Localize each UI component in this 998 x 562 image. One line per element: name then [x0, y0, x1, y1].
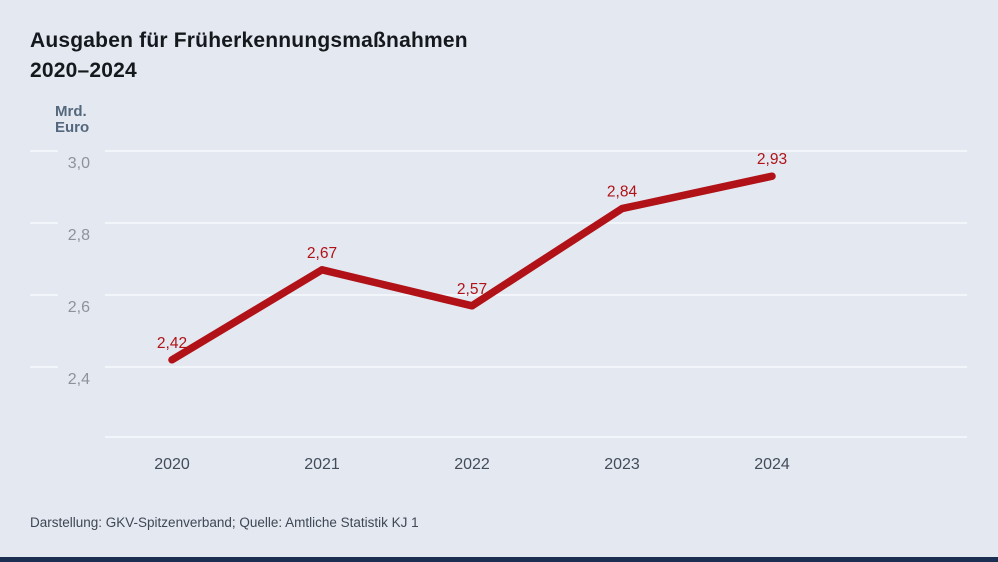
y-axis-tick-label: 2,8	[68, 227, 90, 244]
y-axis-unit-line1: Mrd.	[55, 103, 87, 120]
data-series-line	[168, 172, 776, 364]
source-attribution: Darstellung: GKV-Spitzenverband; Quelle:…	[30, 515, 419, 530]
data-point-label: 2,93	[757, 151, 787, 168]
data-point-label: 2,42	[157, 335, 187, 352]
chart-title-line2: 2020–2024	[30, 59, 137, 82]
data-point-label: 2,57	[457, 281, 487, 298]
y-axis-unit-line2: Euro	[55, 119, 90, 136]
data-point-label: 2,67	[307, 245, 337, 262]
data-point-label: 2,84	[607, 184, 638, 201]
x-axis-year-label: 2024	[754, 456, 790, 473]
y-axis-unit-label: Mrd. Euro	[55, 104, 89, 136]
y-axis-tick-label: 3,0	[68, 155, 90, 172]
chart-title-line1: Ausgaben für Früherkennungsmaßnahmen	[30, 29, 468, 52]
x-axis-year-label: 2020	[154, 456, 190, 473]
x-axis-year-label: 2022	[454, 456, 490, 473]
y-axis-tick-label: 2,6	[68, 299, 90, 316]
chart-title: Ausgaben für Früherkennungsmaßnahmen 202…	[30, 26, 468, 86]
brand-bottom-bar	[0, 557, 998, 562]
x-axis-year-label: 2021	[304, 456, 340, 473]
y-axis-tick-label: 2,4	[68, 371, 90, 388]
x-axis-year-label: 2023	[604, 456, 640, 473]
